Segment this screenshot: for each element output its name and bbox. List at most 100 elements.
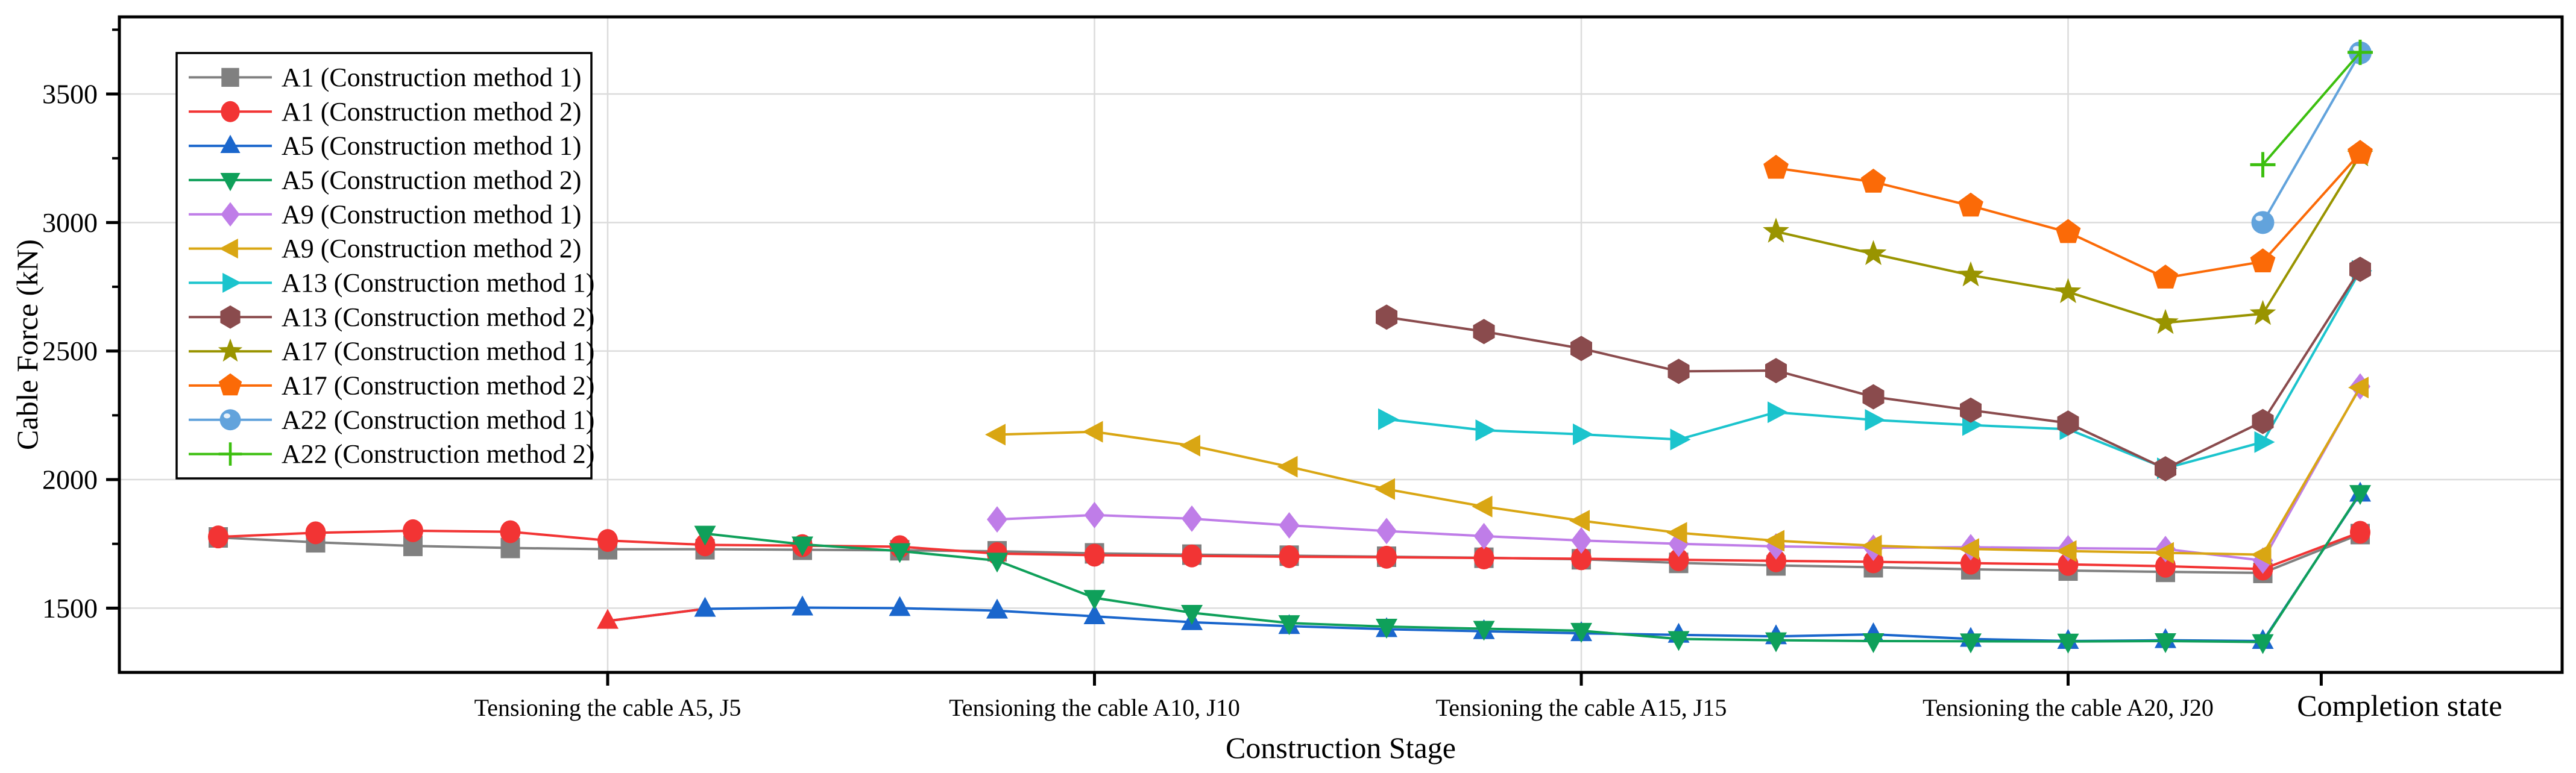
triangle-left-icon: [1666, 522, 1687, 544]
pentagon-icon: [2153, 264, 2178, 289]
legend-label: A22 (Construction method 2): [282, 439, 594, 469]
x-tick-label: Completion state: [2297, 689, 2502, 722]
legend-item-a13-method-2: A13 (Construction method 2): [189, 302, 594, 332]
sphere-icon: [219, 409, 241, 431]
legend-label: A5 (Construction method 2): [282, 165, 581, 195]
triangle-down-icon: [1570, 622, 1592, 643]
diamond-icon: [1279, 512, 1300, 539]
series-line-a13-method-2: [1386, 268, 2361, 471]
legend-item-a22-method-1: A22 (Construction method 1): [189, 405, 594, 434]
circle-icon: [221, 101, 240, 122]
series-a9-method-2: [985, 377, 2369, 566]
triangle-down-icon: [1473, 621, 1495, 641]
y-tick-label: 3500: [42, 79, 98, 110]
circle-icon: [1279, 545, 1300, 568]
hexagon-icon: [1960, 397, 1982, 423]
hexagon-icon: [1376, 304, 1397, 330]
triangle-down-icon: [1083, 590, 1106, 610]
diamond-icon: [987, 506, 1007, 533]
triangle-down-icon: [2155, 633, 2176, 653]
triangle-down-icon: [1376, 619, 1397, 639]
triangle-left-icon: [1180, 434, 1200, 457]
triangle-up-icon: [792, 595, 813, 616]
legend-label: A17 (Construction method 2): [282, 371, 594, 400]
series-line-a13-method-1: [1386, 270, 2361, 470]
triangle-left-icon: [1861, 534, 1882, 557]
triangle-left-icon: [1082, 421, 1103, 443]
star-icon: [1860, 240, 1887, 265]
circle-icon: [1766, 549, 1786, 572]
triangle-right-icon: [1670, 428, 1691, 451]
legend-label: A9 (Construction method 1): [282, 199, 581, 229]
series-a13-method-2: [1376, 256, 2371, 482]
circle-icon: [500, 520, 521, 543]
y-tick-label: 2000: [42, 465, 98, 495]
series-line-a22-method-2: [2261, 51, 2361, 166]
diamond-icon: [1182, 505, 1202, 532]
hexagon-icon: [2057, 410, 2079, 436]
triangle-down-icon: [1667, 631, 1690, 651]
hexagon-icon: [2349, 256, 2371, 282]
triangle-left-icon: [985, 424, 1006, 446]
plus-icon: [218, 442, 242, 466]
circle-icon: [1863, 550, 1884, 574]
legend-item-a17-method-2: A17 (Construction method 2): [189, 371, 594, 400]
legend-item-a5-method-2: A5 (Construction method 2): [189, 165, 581, 195]
triangle-right-icon: [1768, 401, 1788, 424]
triangle-down-icon: [986, 552, 1008, 573]
circle-icon: [2350, 521, 2370, 544]
pentagon-icon: [2348, 140, 2373, 164]
star-icon: [218, 338, 243, 362]
triangle-left-icon: [1375, 478, 1395, 500]
triangle-right-icon: [222, 272, 242, 293]
series-layer: [208, 39, 2373, 654]
triangle-right-icon: [2254, 431, 2275, 453]
triangle-left-icon: [1764, 530, 1784, 552]
legend-item-a9-method-2: A9 (Construction method 2): [189, 234, 581, 263]
series-a22-method-1: [2251, 41, 2372, 234]
legend-item-a5-method-1: A5 (Construction method 1): [189, 131, 581, 161]
star-icon: [2152, 308, 2179, 334]
star-icon: [2055, 278, 2082, 304]
circle-icon: [1473, 546, 1494, 570]
circle-icon: [1376, 545, 1397, 569]
legend-label: A13 (Construction method 2): [282, 302, 594, 332]
triangle-down-icon: [2057, 633, 2079, 654]
series-a17-method-2: [1763, 140, 2373, 289]
diamond-icon: [221, 202, 240, 227]
circle-icon: [1571, 547, 1592, 571]
legend-box: [175, 52, 593, 480]
series-a9-method-1: [987, 373, 2370, 574]
circle-icon: [208, 525, 228, 549]
triangle-right-icon: [1573, 423, 1593, 445]
triangle-right-icon: [1378, 408, 1399, 430]
sphere-icon: [2251, 211, 2275, 234]
plot-border: [118, 15, 2564, 674]
hexagon-icon: [1570, 336, 1592, 361]
plus-icon: [2250, 152, 2276, 178]
legend-item-a17-method-1: A17 (Construction method 1): [189, 337, 594, 366]
y-tick-label: 2500: [42, 336, 98, 366]
y-tick-label: 1500: [42, 593, 98, 624]
pentagon-icon: [218, 373, 242, 396]
circle-icon: [403, 519, 423, 542]
legend-label: A1 (Construction method 2): [282, 97, 581, 127]
legend: A1 (Construction method 1) A1 (Constructi…: [175, 52, 594, 480]
triangle-left-icon: [2348, 377, 2369, 399]
pentagon-icon: [1860, 168, 1886, 193]
triangle-left-icon: [219, 239, 238, 259]
series-first-segment-a5-method-1: [607, 607, 705, 622]
star-icon: [1957, 261, 1984, 287]
hexagon-icon: [1667, 358, 1690, 384]
axes-layer: 1500 2000 2500 3000 3500 Tensioning the cable…: [42, 15, 2564, 722]
legend-item-a1-method-2: A1 (Construction method 2): [189, 97, 581, 127]
triangle-up-icon: [220, 134, 241, 154]
triangle-down-icon: [694, 525, 716, 546]
x-tick-label: Tensioning the cable A20, J20: [1923, 694, 2214, 721]
circle-icon: [1668, 548, 1689, 572]
triangle-down-icon: [1278, 615, 1300, 636]
hexagon-icon: [2155, 456, 2176, 482]
triangle-down-icon: [1960, 633, 1982, 654]
diamond-icon: [1376, 518, 1397, 545]
